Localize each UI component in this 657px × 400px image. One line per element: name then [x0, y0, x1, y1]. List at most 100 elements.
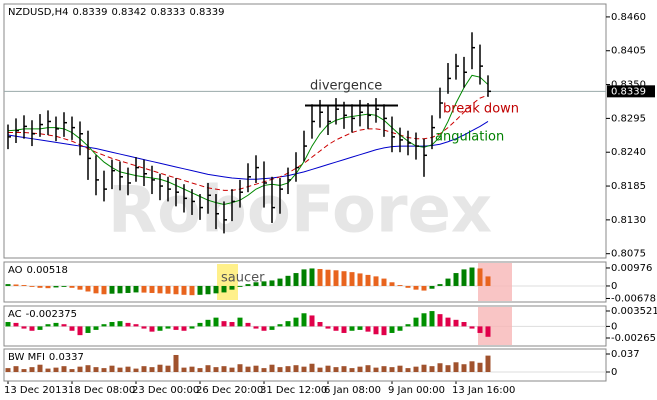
bar	[453, 319, 459, 327]
bar	[45, 285, 51, 289]
bar	[285, 321, 291, 327]
bar	[253, 326, 259, 329]
last-price-label: 0.8339	[611, 86, 646, 97]
quote-value: 0.8339	[189, 7, 224, 18]
x-tick-label: 18 Dec 08:00	[68, 385, 135, 396]
bar	[149, 326, 155, 332]
bar	[149, 285, 155, 293]
bar	[109, 322, 115, 327]
bar	[85, 285, 91, 292]
panel-frame	[3, 348, 607, 382]
bar	[173, 326, 179, 330]
bar	[173, 354, 179, 373]
bar	[421, 364, 427, 373]
bar	[389, 367, 395, 373]
bar	[213, 367, 219, 373]
bar	[29, 285, 35, 287]
bar	[13, 322, 19, 327]
y-tick-label: 0	[611, 321, 617, 332]
y-tick-label: 0.8185	[611, 181, 646, 192]
bar	[85, 365, 91, 373]
bar	[365, 365, 371, 373]
bar	[245, 322, 251, 327]
bar	[141, 366, 147, 373]
x-tick-label: 6 Jan 08:00	[324, 385, 381, 396]
bar	[13, 284, 19, 286]
x-tick-label: 31 Dec 12:00	[260, 385, 327, 396]
bar	[125, 366, 131, 373]
annotation: break down	[443, 102, 519, 117]
y-tick-label: -0.00265	[611, 333, 656, 344]
bar	[413, 285, 419, 290]
bar	[29, 326, 35, 331]
bar	[253, 282, 259, 286]
bar	[213, 317, 219, 327]
annotation: divergence	[310, 79, 382, 94]
x-tick-label: 26 Dec 20:00	[196, 385, 263, 396]
bar	[477, 326, 483, 333]
bar	[381, 278, 387, 286]
bar	[117, 367, 123, 373]
bar	[389, 282, 395, 286]
bar	[277, 367, 283, 373]
bar	[237, 364, 243, 373]
bar	[37, 326, 43, 330]
bar	[173, 285, 179, 295]
bar	[141, 326, 147, 329]
y-tick-label: -0.00678	[611, 293, 656, 304]
y-tick-label: 0.8075	[611, 249, 646, 260]
bar	[229, 285, 235, 290]
bar	[77, 366, 83, 373]
bar	[69, 369, 75, 373]
bar	[101, 285, 107, 295]
bar	[429, 311, 435, 327]
bar	[165, 365, 171, 373]
bar	[461, 269, 467, 286]
bar	[293, 365, 299, 373]
bar	[421, 313, 427, 327]
bar	[293, 317, 299, 327]
bar	[229, 322, 235, 327]
bar	[165, 326, 171, 329]
y-tick-label: 0.003521	[611, 306, 657, 317]
bar	[61, 366, 67, 373]
bar	[389, 326, 395, 333]
x-tick-label: 13 Dec 2013	[4, 385, 68, 396]
bar	[285, 366, 291, 373]
quote-value: 0.8339	[72, 7, 107, 18]
bar	[77, 285, 83, 290]
bar	[325, 326, 331, 329]
bar	[469, 361, 475, 373]
x-tick-label: 13 Jan 16:00	[452, 385, 515, 396]
y-tick-label: 0.8240	[611, 147, 646, 158]
bar	[461, 322, 467, 327]
bar	[101, 324, 107, 327]
bar	[133, 324, 139, 327]
bar	[53, 367, 59, 373]
bar	[341, 271, 347, 286]
chart-title: NZDUSD,H4 0.8339 0.8342 0.8333 0.8339	[8, 7, 224, 18]
bar	[365, 274, 371, 286]
bar	[29, 367, 35, 373]
bar	[349, 368, 355, 373]
indicator-value: -0.002375	[26, 309, 77, 320]
bar	[189, 285, 195, 296]
bar	[373, 326, 379, 335]
indicator-name: AO	[8, 265, 23, 276]
bar	[357, 366, 363, 373]
indicator-value: 0.0337	[49, 352, 84, 363]
bar	[125, 322, 131, 327]
bar	[109, 285, 115, 294]
bar	[405, 368, 411, 373]
bar	[69, 285, 75, 288]
bar	[437, 284, 443, 286]
bar	[445, 365, 451, 373]
bar	[477, 268, 483, 286]
bar	[133, 368, 139, 373]
bar	[437, 314, 443, 327]
bar	[245, 366, 251, 373]
bar	[397, 365, 403, 373]
bar	[5, 284, 11, 286]
